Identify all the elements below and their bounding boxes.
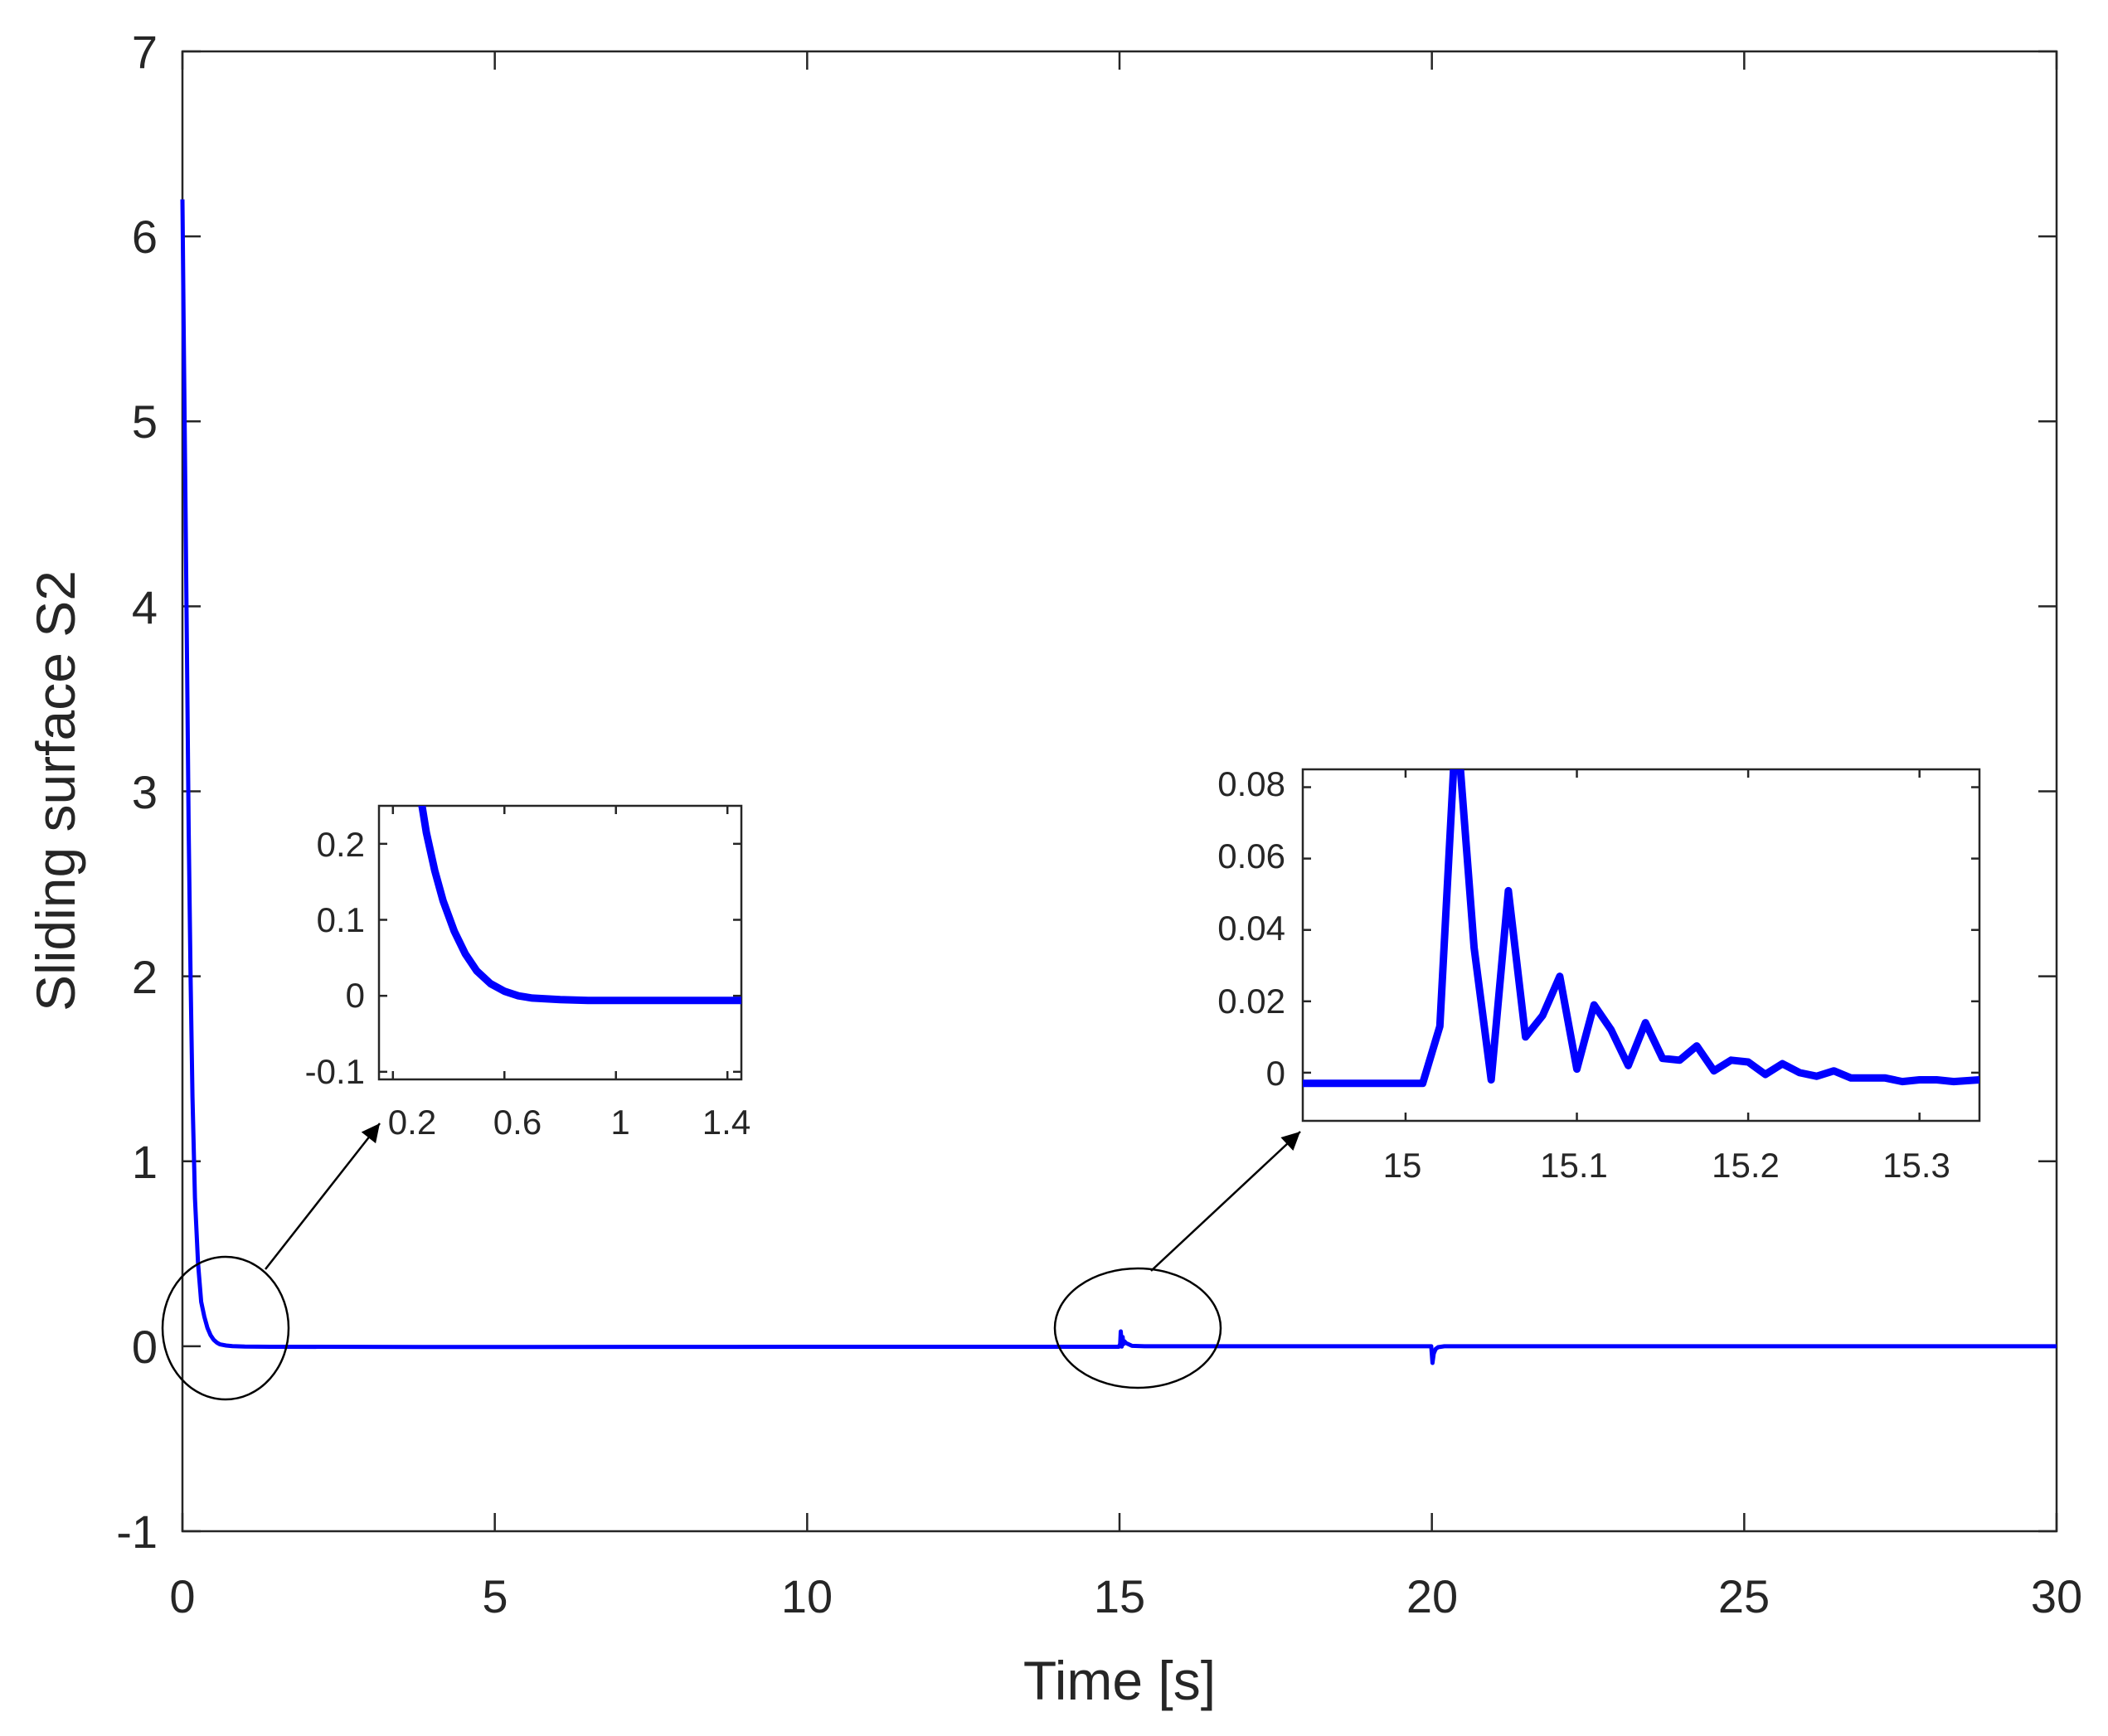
x-axis-label: Time [s] [1023,1650,1216,1711]
inset-left-x-tick-label: 1 [610,1103,629,1142]
zoom-arrow-left [265,1123,381,1270]
zoom-ellipse-left [161,1255,290,1401]
x-tick-label: 25 [1718,1570,1770,1622]
y-tick-label: 2 [132,951,158,1003]
x-tick-label: 10 [781,1570,833,1622]
inset-right-y-tick-label: 0.06 [1217,836,1285,875]
y-tick-label: 3 [132,766,158,818]
x-tick-label: 15 [1094,1570,1145,1622]
inset-left-y-tick-label: 0 [346,976,365,1015]
y-tick-label: 0 [132,1321,158,1373]
inset-right: 15 15.1 15.2 15.3 0 0.02 0.04 0.06 0.08 [1217,764,1981,1185]
x-tick-label: 20 [1406,1570,1458,1622]
y-tick-label: 4 [132,581,158,633]
main-axis-ticks [181,50,2058,1533]
zoom-ellipse-right [1053,1267,1222,1389]
inset-right-x-tick-label: 15 [1383,1146,1422,1185]
inset-left-y-tick-label: 0.1 [317,900,365,939]
inset-right-x-tick-label: 15.2 [1712,1146,1780,1185]
inset-right-y-tick-label: 0.02 [1217,982,1285,1021]
y-tick-label: 7 [132,26,158,78]
inset-left-x-tick-label: 1.4 [702,1103,750,1142]
inset-right-y-tick-label: 0.04 [1217,909,1285,948]
inset-left-y-tick-label: 0.2 [317,825,365,864]
inset-left: 0.2 0.6 1 1.4 -0.1 0 0.1 0.2 [305,804,750,1142]
inset-right-ticks [1303,769,1979,1121]
x-tick-label: 30 [2031,1570,2082,1622]
inset-left-x-tick-label: 0.6 [493,1103,542,1142]
inset-right-y-tick-label: 0.08 [1217,764,1285,803]
x-tick-label: 0 [169,1570,195,1622]
y-tick-label: 1 [132,1136,158,1188]
inset-left-x-tick-label: 0.2 [388,1103,436,1142]
inset-right-box [1301,768,1981,1123]
series-line-s2 [180,199,2057,1365]
inset-left-box [377,804,743,1081]
zoom-arrow-right [1150,1131,1301,1272]
inset-right-y-tick-label: 0 [1266,1054,1285,1093]
inset-left-series-line [418,806,741,1005]
y-tick-label: -1 [116,1506,158,1558]
inset-left-ticks [379,806,741,1079]
inset-right-series-line [1303,769,1979,1088]
inset-right-x-tick-label: 15.1 [1540,1146,1608,1185]
y-tick-label: 5 [132,395,158,448]
x-tick-label: 5 [482,1570,508,1622]
y-axis-label: Sliding surface S2 [25,570,86,1011]
inset-left-y-tick-label: -0.1 [305,1052,365,1091]
inset-right-x-tick-label: 15.3 [1882,1146,1950,1185]
y-tick-label: 6 [132,211,158,263]
